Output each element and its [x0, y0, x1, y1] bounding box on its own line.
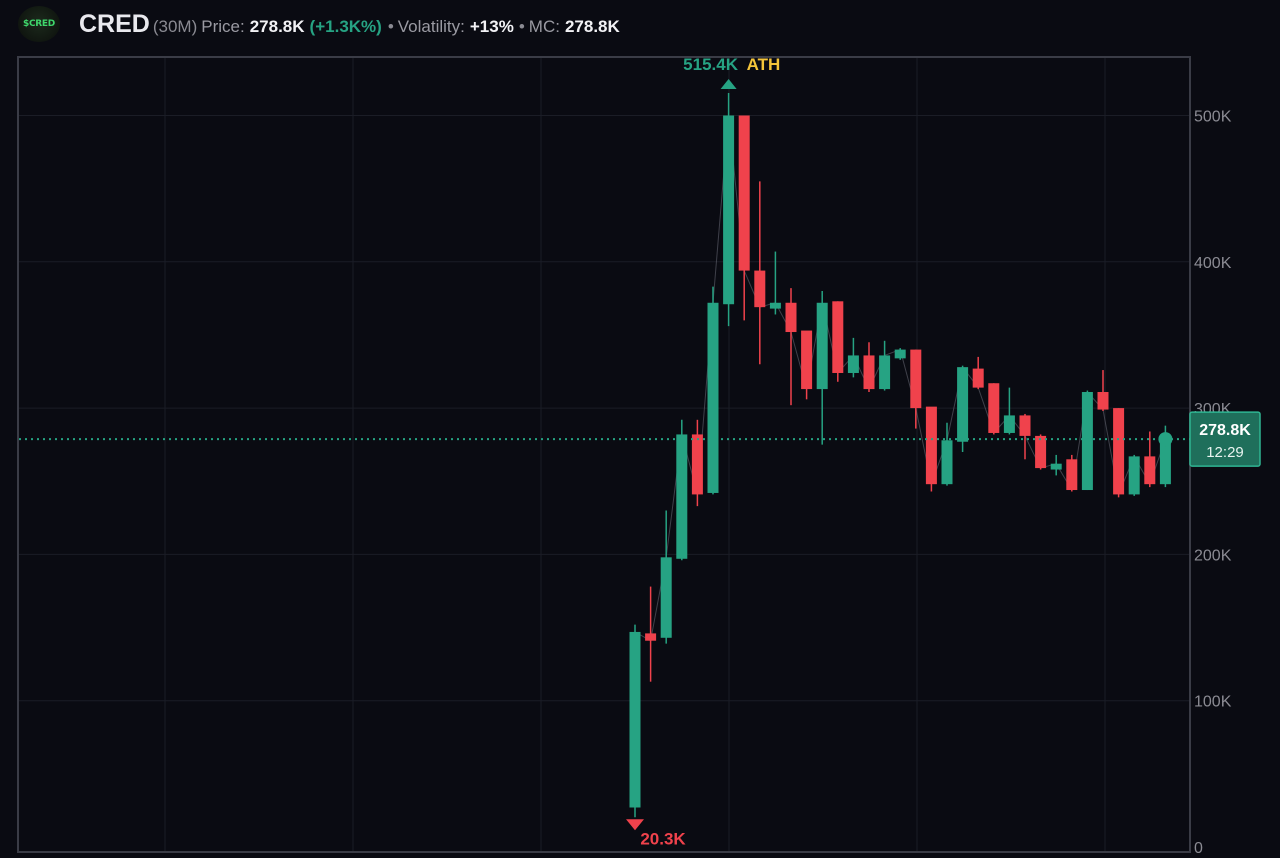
price-value: 278.8K	[249, 17, 305, 36]
candle-body[interactable]	[941, 440, 953, 485]
candle-body[interactable]	[832, 301, 844, 373]
y-tick-label: 500K	[1194, 109, 1232, 126]
candle-body[interactable]	[957, 367, 969, 442]
candle-body[interactable]	[660, 557, 672, 638]
candle-body[interactable]	[988, 383, 1000, 433]
candle-body[interactable]	[879, 355, 891, 390]
candle-body[interactable]	[1113, 408, 1125, 495]
plot-frame	[17, 56, 1191, 853]
current-price-marker	[1158, 432, 1173, 447]
low-value-label: 20.3K	[640, 829, 686, 848]
candle-body[interactable]	[1097, 392, 1109, 410]
timeframe-label[interactable]: (30M)	[152, 17, 198, 36]
candle-body[interactable]	[1035, 435, 1047, 469]
candle-body[interactable]	[754, 270, 766, 308]
price-label: Price:	[201, 17, 245, 36]
candle-body[interactable]	[645, 633, 657, 641]
current-price-badge	[1189, 411, 1261, 467]
price-change: (+1.3K%)	[309, 17, 382, 36]
separator-dot: •	[387, 17, 394, 36]
token-info-line: CRED (30M) Price: 278.8K (+1.3K%) • Vola…	[79, 10, 625, 42]
candle-body[interactable]	[629, 631, 641, 808]
candle-body[interactable]	[1050, 463, 1062, 470]
volatility-label: Volatility:	[397, 17, 465, 36]
candle-body[interactable]	[1066, 459, 1078, 491]
ath-value-label: 515.4K	[683, 55, 739, 74]
candle-body[interactable]	[769, 302, 781, 309]
candle-body[interactable]	[910, 349, 922, 409]
header: $CRED CRED (30M) Price: 278.8K (+1.3K%) …	[0, 0, 1280, 52]
candle-body[interactable]	[863, 355, 875, 390]
current-price-badge-value: 278.8K	[1199, 422, 1251, 439]
candle-body[interactable]	[1159, 439, 1171, 485]
candle-body[interactable]	[1144, 456, 1156, 485]
candle-body[interactable]	[1128, 456, 1140, 495]
candle-body[interactable]	[723, 115, 735, 305]
candle-body[interactable]	[801, 330, 813, 390]
separator-dot: •	[518, 17, 525, 36]
candle-body[interactable]	[1003, 415, 1015, 433]
volatility-value: +13%	[469, 17, 514, 36]
y-tick-label: 200K	[1194, 547, 1232, 564]
candle-body[interactable]	[691, 434, 703, 495]
countdown-timer: 12:29	[1206, 444, 1244, 461]
y-tick-label: 100K	[1194, 694, 1232, 711]
candle-body[interactable]	[972, 368, 984, 388]
y-tick-label: 400K	[1194, 255, 1232, 272]
candle-body[interactable]	[785, 302, 797, 333]
candle-body[interactable]	[1019, 415, 1031, 436]
low-marker-icon	[626, 819, 644, 831]
candle-body[interactable]	[925, 406, 937, 485]
y-tick-label: 0	[1194, 840, 1203, 857]
token-logo-text: $CRED	[23, 19, 55, 29]
candle-body[interactable]	[707, 302, 719, 493]
candle-body[interactable]	[847, 355, 859, 373]
mc-value: 278.8K	[564, 17, 620, 36]
candle-body[interactable]	[676, 434, 688, 559]
ticker-symbol: CRED	[79, 10, 150, 38]
candle-body[interactable]	[738, 115, 750, 271]
ath-marker-icon	[720, 78, 737, 89]
token-logo: $CRED	[18, 6, 60, 42]
mc-label: MC:	[528, 17, 560, 36]
candle-body[interactable]	[816, 302, 828, 390]
candle-body[interactable]	[1081, 392, 1093, 491]
ath-tag: ATH	[747, 55, 781, 74]
candle-body[interactable]	[894, 349, 906, 359]
